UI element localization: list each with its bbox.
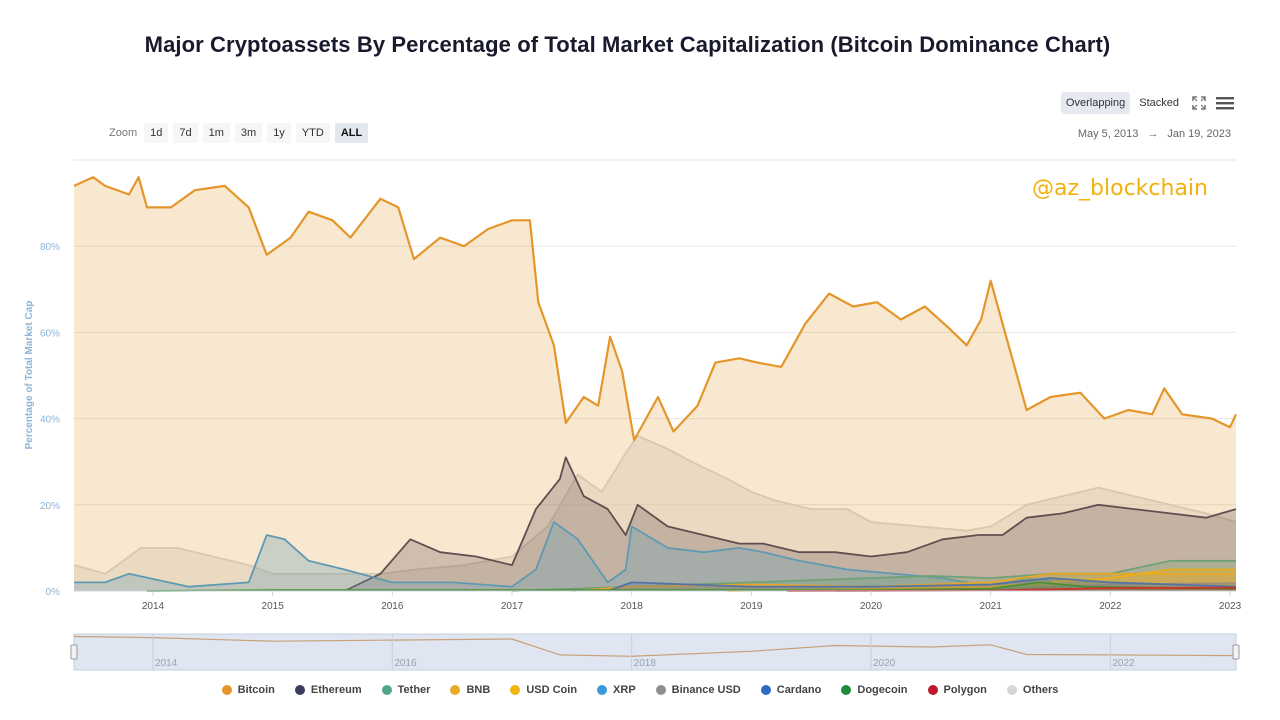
legend-label: BNB <box>466 684 491 696</box>
zoom-label: Zoom <box>109 127 138 139</box>
legend-item-dogecoin[interactable]: Dogecoin <box>841 684 908 696</box>
series-area-dogecoin <box>147 582 1236 591</box>
series-area-cardano <box>607 578 1236 591</box>
legend-label: XRP <box>613 684 636 696</box>
legend-marker-usd-coin <box>510 685 521 695</box>
legend-label: Dogecoin <box>857 684 908 696</box>
x-tick-label: 2017 <box>501 601 524 612</box>
navigator-label: 2016 <box>394 658 417 669</box>
legend-marker-ethereum <box>294 685 305 695</box>
legend-label: Ethereum <box>310 684 362 696</box>
series-line-usd-coin <box>727 568 1236 592</box>
zoom-1y-button[interactable]: 1y <box>267 123 291 143</box>
series-area-binance-usd <box>835 583 1236 591</box>
legend-label: Others <box>1022 684 1059 696</box>
range-arrow: → <box>1147 128 1159 140</box>
fullscreen-icon[interactable] <box>1188 92 1210 114</box>
navigator-series-line <box>73 635 1237 657</box>
series-line-bitcoin <box>73 176 1237 442</box>
zoom-ytd-button[interactable]: YTD <box>295 123 330 143</box>
legend-item-binance-usd[interactable]: Binance USD <box>655 684 741 696</box>
stacked-button[interactable]: Stacked <box>1139 97 1179 109</box>
y-tick-label: 20% <box>40 501 60 512</box>
navigator-label: 2018 <box>634 658 657 669</box>
zoom-bar: Zoom 1d 7d 1m 3m 1y YTD ALL <box>109 123 369 143</box>
range-to[interactable]: Jan 19, 2023 <box>1167 128 1231 140</box>
navigator-handle-left[interactable] <box>70 644 78 660</box>
legend-item-usd-coin[interactable]: USD Coin <box>510 684 577 696</box>
date-range: May 5, 2013 → Jan 19, 2023 <box>1078 128 1231 140</box>
zoom-1d-button[interactable]: 1d <box>144 123 169 143</box>
x-tick-label: 2019 <box>740 601 763 612</box>
zoom-all-button[interactable]: ALL <box>334 123 369 143</box>
legend-marker-bnb <box>450 685 461 695</box>
series-line-cardano <box>607 577 1237 592</box>
x-tick-label: 2021 <box>980 601 1003 612</box>
x-tick-label: 2022 <box>1099 601 1122 612</box>
navigator-label: 2022 <box>1112 658 1135 669</box>
watermark: @az_blockchain <box>1032 176 1208 201</box>
legend-label: USD Coin <box>526 684 578 696</box>
series-line-others <box>73 434 1237 575</box>
zoom-7d-button[interactable]: 7d <box>173 123 198 143</box>
series-line-bnb <box>571 572 1236 592</box>
range-from[interactable]: May 5, 2013 <box>1077 128 1139 140</box>
legend-item-cardano[interactable]: Cardano <box>760 684 822 696</box>
series-line-dogecoin <box>146 581 1237 592</box>
legend-marker-polygon <box>927 685 938 695</box>
series-area-others <box>74 435 1236 591</box>
x-tick-label: 2014 <box>142 601 165 612</box>
legend-marker-bitcoin <box>221 685 232 695</box>
legend-item-tether[interactable]: Tether <box>381 684 431 696</box>
zoom-3m-button[interactable]: 3m <box>234 123 263 143</box>
y-axis-title: Percentage of Total Market Cap <box>24 301 35 450</box>
y-tick-label: 0% <box>46 587 61 598</box>
chart-toolbar: Overlapping Stacked <box>1060 92 1236 114</box>
x-tick-label: 2018 <box>621 601 644 612</box>
legend-marker-cardano <box>760 685 771 695</box>
legend-marker-others <box>1006 685 1017 695</box>
legend-item-bitcoin[interactable]: Bitcoin <box>221 684 275 696</box>
legend-label: Binance USD <box>671 684 741 696</box>
legend-label: Tether <box>397 684 431 696</box>
legend-marker-xrp <box>597 685 608 695</box>
navigator-label: 2020 <box>873 658 896 669</box>
navigator-label: 2014 <box>155 658 178 669</box>
x-tick-label: 2015 <box>262 601 285 612</box>
chart-legend: Bitcoin Ethereum Tether BNB USD Coin XRP… <box>0 684 1280 696</box>
legend-item-bnb[interactable]: BNB <box>450 684 490 696</box>
overlapping-button[interactable]: Overlapping <box>1060 92 1131 114</box>
y-tick-label: 40% <box>40 415 60 426</box>
legend-marker-binance-usd <box>655 685 666 695</box>
y-tick-label: 60% <box>40 328 60 339</box>
legend-marker-dogecoin <box>841 685 852 695</box>
zoom-1m-button[interactable]: 1m <box>202 123 230 143</box>
legend-label: Bitcoin <box>237 684 275 696</box>
chart-title: Major Cryptoassets By Percentage of Tota… <box>144 32 1111 57</box>
y-tick-label: 80% <box>40 242 60 253</box>
legend-item-polygon[interactable]: Polygon <box>927 684 987 696</box>
legend-item-ethereum[interactable]: Ethereum <box>294 684 362 696</box>
legend-label: Cardano <box>776 684 822 696</box>
series-area-usd-coin <box>727 569 1236 591</box>
x-tick-label: 2020 <box>860 601 883 612</box>
series-area-ethereum <box>344 457 1236 591</box>
series-line-ethereum <box>344 456 1237 592</box>
series-area-bitcoin <box>74 177 1236 591</box>
navigator-handle-right[interactable] <box>1232 644 1240 660</box>
x-tick-label: 2016 <box>381 601 404 612</box>
legend-item-xrp[interactable]: XRP <box>597 684 636 696</box>
series-area-xrp <box>74 522 1236 591</box>
hamburger-menu-icon[interactable] <box>1214 92 1236 114</box>
legend-item-others[interactable]: Others <box>1006 684 1059 696</box>
legend-marker-tether <box>381 685 392 695</box>
x-tick-label: 2023 <box>1219 601 1242 612</box>
legend-label: Polygon <box>943 684 987 696</box>
